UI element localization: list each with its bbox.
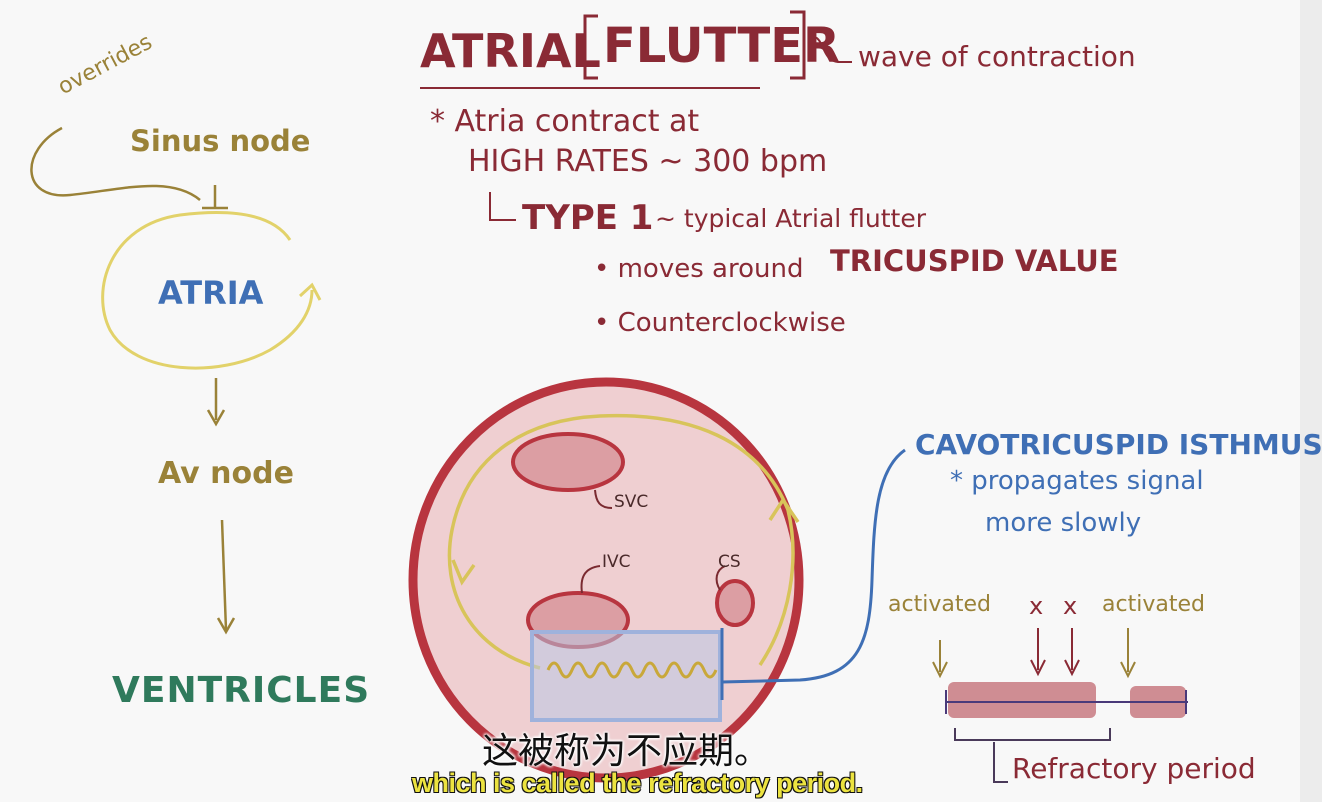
atria-loop-arrowhead — [298, 282, 322, 301]
cs-label: CS — [718, 552, 741, 572]
av-node-label: Av node — [158, 456, 294, 491]
arrow-av-ventricles — [220, 519, 228, 631]
arrow-x2-head — [1064, 659, 1080, 677]
pathway-arrow-right — [768, 496, 800, 523]
override-curve — [30, 126, 201, 201]
arrow-activated-right-head — [1120, 661, 1136, 679]
ivc-label: IVC — [602, 552, 631, 572]
reentry-pathway — [447, 413, 795, 670]
x2-label: x — [1063, 592, 1078, 620]
title-main: ATRIAL — [420, 24, 601, 78]
note-line-1: * Atria contract at — [430, 104, 700, 139]
svc-leader — [594, 489, 613, 509]
isthmus-line-2: more slowly — [985, 508, 1142, 538]
arrow-x1-head — [1030, 659, 1046, 677]
activated-left-label: activated — [888, 592, 991, 617]
note-line-2: HIGH RATES ~ 300 bpm — [468, 144, 828, 179]
isthmus-callout-line — [721, 448, 906, 684]
refractory-leader — [993, 742, 1008, 783]
pathway-arrow-left — [451, 559, 476, 586]
x1-label: x — [1029, 592, 1044, 620]
type-label: TYPE 1 — [522, 198, 654, 238]
type-description: ~ typical Atrial flutter — [655, 204, 927, 233]
bracket-right — [790, 10, 806, 80]
ventricles-label: VENTRICLES — [112, 670, 371, 711]
cs-vessel — [715, 579, 755, 627]
subtitle-chinese: 这被称为不应期。 — [482, 731, 771, 772]
activated-right-label: activated — [1102, 592, 1205, 617]
arrow-atria-av-head — [206, 409, 226, 427]
note-connector — [809, 35, 852, 63]
cs-leader — [715, 565, 726, 591]
type-connector — [489, 192, 516, 221]
refractory-brace — [954, 728, 1111, 741]
edge-shade — [1300, 0, 1322, 802]
svc-vessel — [511, 432, 625, 492]
isthmus-title: CAVOTRICUSPID ISTHMUS — [915, 428, 1322, 461]
bullet-1-prefix: • moves around — [594, 254, 804, 284]
arrow-av-ventricles-head — [216, 617, 236, 635]
atria-loop — [101, 211, 314, 370]
arrow-activated-left-head — [932, 661, 948, 679]
refractory-period-label: Refractory period — [1012, 752, 1256, 785]
subtitle-english: which is called the refractory period. — [412, 768, 863, 798]
title-bracketed: FLUTTER — [603, 18, 840, 74]
refractory-block-1 — [948, 682, 1096, 718]
atria-label: ATRIA — [158, 274, 264, 312]
isthmus-highlight — [530, 630, 722, 722]
sinus-node-label: Sinus node — [130, 124, 311, 158]
bracket-left — [583, 14, 598, 80]
slow-conduction-zigzag — [546, 661, 718, 679]
title-note: wave of contraction — [858, 40, 1136, 73]
bullet-1-strong: TRICUSPID VALUE — [830, 244, 1119, 278]
isthmus-line-1: * propagates signal — [950, 466, 1204, 496]
ivc-leader — [580, 565, 601, 594]
bullet-2: • Counterclockwise — [594, 308, 846, 338]
svc-label: SVC — [614, 492, 649, 512]
